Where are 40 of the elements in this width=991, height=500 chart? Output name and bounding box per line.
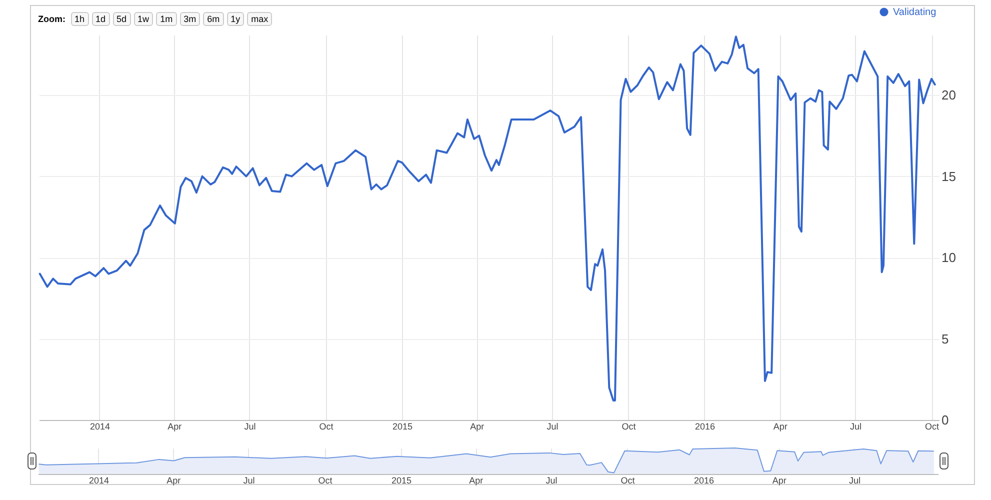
x-tick-label: Oct [622, 422, 636, 432]
x-tick-label: 2016 [694, 476, 714, 486]
x-tick-label: Jul [244, 422, 256, 432]
x-tick-label: Oct [318, 476, 333, 486]
x-tick-label: 2015 [391, 476, 412, 486]
zoom-button: 1m [156, 12, 177, 26]
zoom-button: 1d [92, 12, 110, 26]
x-tick-label: Apr [168, 422, 182, 432]
zoom-button: 1h [70, 12, 89, 26]
x-tick-label: Oct [620, 476, 636, 486]
x-tick-label: Apr [470, 422, 484, 432]
zoom-button: 1w [134, 12, 154, 26]
x-tick-label: 2014 [90, 422, 110, 432]
y-tick-label: 0 [942, 412, 949, 428]
x-tick-label: 2015 [392, 422, 412, 432]
zoom-button: 6m [203, 12, 224, 26]
x-tick-label: Jul [546, 476, 558, 486]
zoom-button: 5d [112, 12, 131, 26]
legend-label: Validating [893, 7, 936, 18]
x-tick-label: Apr [773, 422, 788, 432]
y-tick-label: 10 [942, 250, 956, 266]
x-tick-label: Jul [849, 476, 861, 486]
y-tick-label: 20 [942, 88, 956, 103]
line-series [38, 36, 936, 402]
x-tick-label: 2016 [694, 422, 715, 432]
zoom-button: max [247, 12, 272, 26]
x-tick-label: 2014 [88, 476, 110, 486]
zoom-button: 1y [226, 12, 244, 26]
y-tick-label: 15 [942, 168, 956, 184]
x-tick-label: Jul [546, 422, 558, 432]
x-tick-label: Oct [925, 422, 940, 432]
x-tick-label: Apr [166, 476, 181, 486]
x-tick-label: Apr [469, 476, 484, 486]
text: Zoom: [38, 14, 66, 24]
x-tick-label: Oct [319, 422, 334, 432]
zoom-button: 3m [180, 12, 200, 26]
x-tick-label: Apr [772, 476, 786, 486]
y-tick-label: 5 [942, 331, 949, 346]
x-tick-label: Jul [243, 476, 255, 486]
x-tick-label: Jul [850, 422, 862, 432]
